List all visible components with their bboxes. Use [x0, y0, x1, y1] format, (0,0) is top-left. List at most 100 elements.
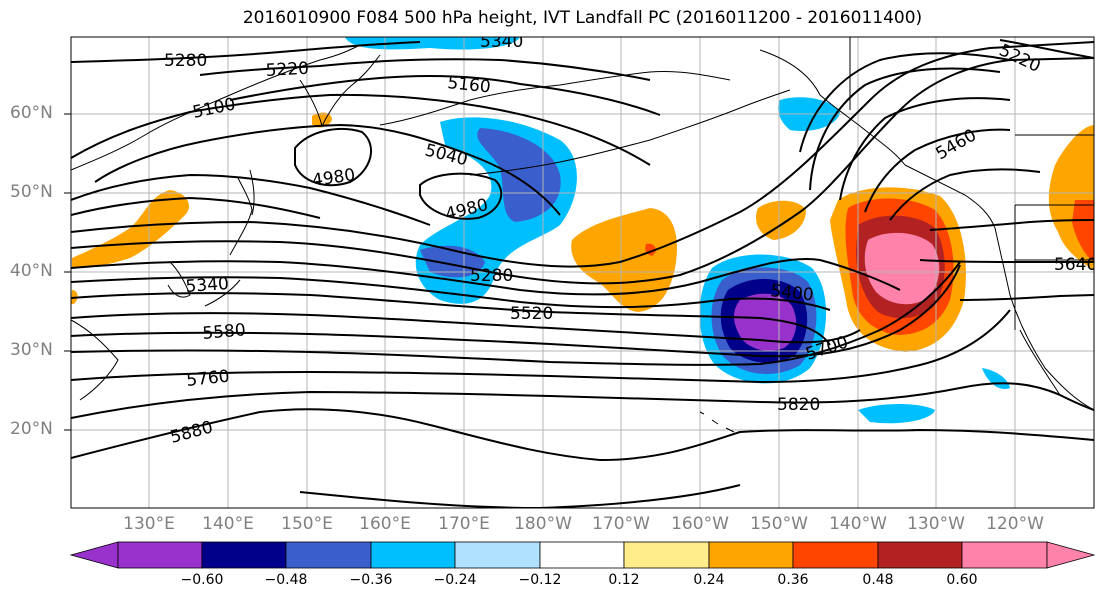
coast-china	[71, 319, 119, 401]
contour-5880	[71, 408, 1094, 462]
contour-5640	[919, 259, 1094, 264]
colorbar-extend-right	[1046, 541, 1096, 569]
colorbar-tick-label: −0.12	[518, 572, 562, 588]
lat-label: 60°N	[10, 103, 53, 123]
contour-m6	[71, 264, 961, 358]
colorbar-tick-label: −0.60	[180, 572, 224, 588]
contour-label: 5280	[164, 51, 207, 71]
us-states	[1014, 204, 1094, 330]
coast-alaska	[379, 71, 731, 126]
axis-ticks	[64, 113, 71, 431]
contour-5460	[864, 128, 1011, 213]
colorbar-extend-left	[69, 541, 119, 569]
contour-east-3	[959, 294, 1094, 301]
colorbar	[69, 541, 1096, 569]
contour-5280-mid	[71, 41, 1094, 268]
contour-4980-east	[419, 172, 503, 220]
contour-label: 5100	[191, 94, 237, 123]
ivt-neg-north	[345, 37, 520, 50]
contour-m3	[71, 276, 831, 311]
colorbar-tick-label: 0.36	[777, 572, 809, 588]
contour-m1	[71, 57, 1094, 285]
contour-label: 5400	[769, 281, 814, 305]
lon-label: 130°W	[907, 514, 965, 534]
colorbar-swatch	[792, 541, 879, 569]
contour-w1	[71, 173, 431, 226]
colorbar-swatch	[877, 541, 963, 569]
contour-4980-west	[294, 128, 372, 187]
colorbar-swatch	[370, 541, 456, 569]
contour-south	[299, 484, 741, 508]
lon-label: 180°W	[514, 514, 572, 534]
contour-label: 5520	[510, 304, 553, 324]
lat-label: 30°N	[10, 340, 53, 360]
colorbar-tick-label: 0.24	[693, 572, 725, 588]
coastlines	[71, 37, 1094, 433]
ivt-pos-east-pink	[864, 232, 940, 305]
ivt-neg-core-purple	[734, 293, 797, 351]
contour-east-2	[929, 219, 1094, 231]
lon-label: 160°E	[359, 514, 411, 534]
contour-5580	[71, 312, 861, 344]
ivt-pos-west-1	[72, 190, 190, 268]
contour-label: 5340	[480, 32, 523, 52]
coast-aleutians	[469, 89, 791, 176]
coast-asia	[71, 44, 361, 171]
contour-5160	[229, 75, 661, 116]
colorbar-swatch	[454, 541, 541, 569]
contour-label: 5280	[470, 266, 513, 286]
contour-label: 5580	[202, 320, 247, 344]
contour-5220-ne	[999, 39, 1094, 59]
contour-label: 4980	[311, 165, 357, 191]
colorbar-tick-label: 0.60	[946, 572, 978, 588]
contour-5520	[71, 292, 831, 346]
coast-alaska-se	[759, 49, 906, 166]
ivt-neg-aleutian-mid	[477, 128, 561, 222]
contour-label: 5880	[168, 417, 215, 448]
colorbar-tick-label: −0.48	[264, 572, 308, 588]
lat-label: 40°N	[10, 261, 53, 281]
lon-label: 140°W	[829, 514, 887, 534]
lon-label: 130°E	[123, 514, 175, 534]
gridlines	[71, 37, 1094, 508]
contour-5700	[71, 261, 961, 366]
lon-label: 150°W	[750, 514, 808, 534]
contour-ring-1	[799, 52, 1011, 153]
colorbar-tick-label: 0.48	[862, 572, 894, 588]
lon-label: 140°E	[202, 514, 254, 534]
hawaii	[699, 411, 735, 433]
contour-5820	[71, 382, 1094, 419]
contour-5040	[94, 123, 561, 216]
contour-label: 5640	[1054, 255, 1097, 275]
colorbar-swatch	[623, 541, 710, 569]
colorbar-swatch	[285, 541, 372, 569]
coast-sakhalin	[249, 169, 255, 216]
lat-label: 20°N	[10, 419, 53, 439]
lon-label: 170°W	[592, 514, 650, 534]
contour-label: 5820	[777, 395, 820, 415]
contour-w2	[71, 196, 321, 219]
contour-label: 5760	[185, 367, 230, 391]
lat-label: 50°N	[10, 182, 53, 202]
contour-5220-n	[199, 58, 651, 81]
contour-east-1	[889, 168, 1041, 221]
map-title: 2016010900 F084 500 hPa height, IVT Land…	[242, 8, 923, 28]
lon-label: 120°W	[986, 514, 1044, 534]
colorbar-swatch	[708, 541, 794, 569]
colorbar-swatch	[117, 541, 203, 569]
lon-label: 170°E	[438, 514, 490, 534]
ivt-pos-small	[755, 200, 806, 240]
contour-ring-2	[809, 67, 1001, 191]
coast-bc	[904, 164, 996, 229]
ivt-pos-far-east-red	[1072, 200, 1094, 262]
contour-5100	[71, 93, 651, 166]
colorbar-tick-label: 0.12	[608, 572, 640, 588]
ivt-neg-baja	[982, 368, 1010, 390]
contour-5760	[71, 309, 1011, 384]
colorbar-tick-label: −0.24	[433, 572, 477, 588]
contour-5280-nw	[71, 41, 421, 63]
colorbar-swatch	[539, 541, 625, 569]
colorbar-swatch	[961, 541, 1048, 569]
lon-label: 160°W	[671, 514, 729, 534]
